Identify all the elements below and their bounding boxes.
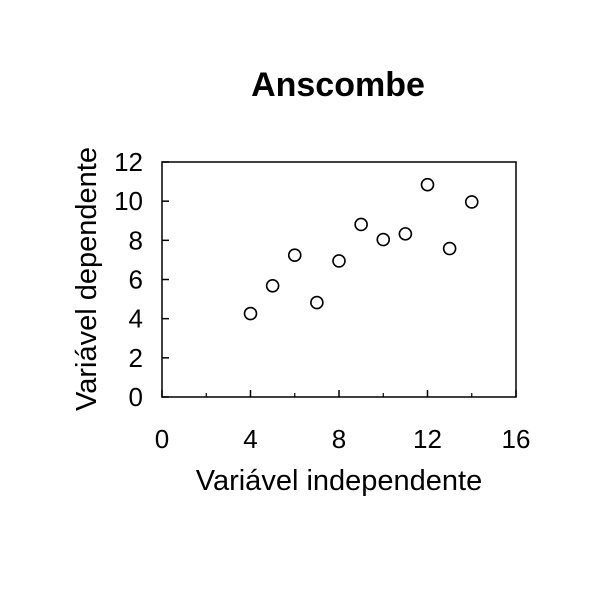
data-point (354, 217, 368, 232)
x-tick-label: 4 (243, 424, 257, 454)
x-tick-label: 0 (155, 424, 169, 454)
x-tick-label: 16 (502, 424, 531, 454)
y-tick-label: 6 (129, 265, 143, 295)
y-tick-label: 4 (129, 304, 143, 334)
y-tick-label: 10 (114, 186, 143, 216)
y-tick-label: 0 (129, 382, 143, 412)
data-point (287, 248, 302, 263)
y-axis-label: Variável dependente (71, 147, 103, 411)
data-point (420, 177, 435, 192)
x-axis-label: Variável independente (196, 465, 482, 497)
data-point (265, 278, 280, 293)
data-point (376, 232, 391, 247)
data-point (310, 295, 324, 310)
chart-title: Anscombe (251, 66, 425, 104)
y-tick-label: 8 (129, 225, 143, 255)
data-point (442, 241, 457, 256)
data-point (332, 254, 346, 268)
plot-frame (161, 161, 517, 398)
data-point (243, 306, 258, 321)
y-tick-label: 12 (114, 147, 143, 177)
x-tick-label: 8 (332, 424, 346, 454)
y-tick-label: 2 (129, 343, 143, 373)
x-tick-label: 12 (413, 424, 442, 454)
data-point (398, 227, 413, 241)
data-points (243, 177, 479, 321)
data-point (464, 195, 479, 209)
y-axis-ticks: 0 2 4 6 8 10 12 (114, 147, 169, 412)
x-axis-ticks: 0 4 8 12 16 (155, 390, 531, 454)
